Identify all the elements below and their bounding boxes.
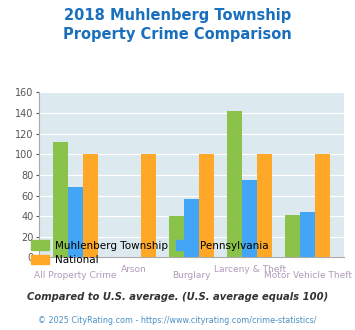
Bar — [227, 111, 242, 257]
Text: Arson: Arson — [121, 265, 147, 274]
Bar — [285, 215, 300, 257]
Bar — [300, 212, 315, 257]
Bar — [242, 180, 257, 257]
Text: All Property Crime: All Property Crime — [34, 271, 117, 280]
Legend: Muhlenberg Township, National, Pennsylvania: Muhlenberg Township, National, Pennsylva… — [27, 236, 273, 269]
Text: Burglary: Burglary — [173, 271, 211, 280]
Bar — [169, 216, 184, 257]
Bar — [315, 154, 331, 257]
Bar — [257, 154, 272, 257]
Bar — [199, 154, 214, 257]
Text: 2018 Muhlenberg Township
Property Crime Comparison: 2018 Muhlenberg Township Property Crime … — [63, 8, 292, 42]
Bar — [141, 154, 156, 257]
Bar — [68, 187, 83, 257]
Text: Larceny & Theft: Larceny & Theft — [214, 265, 286, 274]
Bar — [83, 154, 98, 257]
Text: © 2025 CityRating.com - https://www.cityrating.com/crime-statistics/: © 2025 CityRating.com - https://www.city… — [38, 316, 317, 325]
Bar — [53, 142, 68, 257]
Text: Compared to U.S. average. (U.S. average equals 100): Compared to U.S. average. (U.S. average … — [27, 292, 328, 302]
Text: Motor Vehicle Theft: Motor Vehicle Theft — [264, 271, 352, 280]
Bar — [184, 199, 199, 257]
